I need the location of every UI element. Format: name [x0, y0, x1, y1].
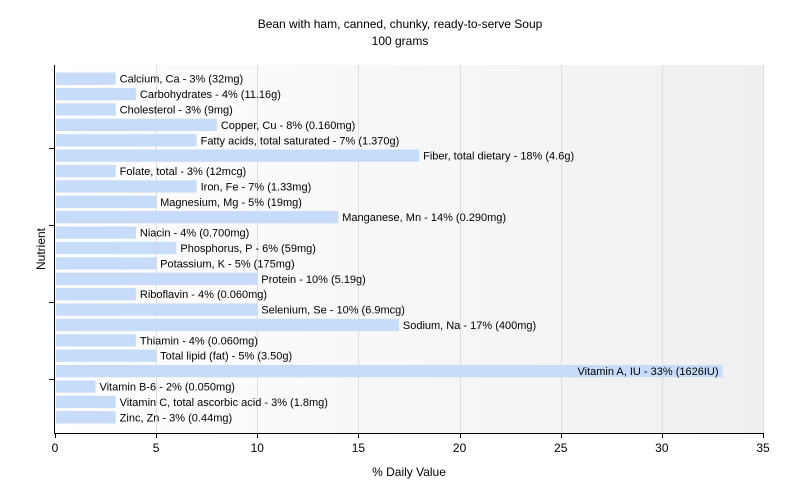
axes: 0 5 10 15 20 25 30 35	[49, 65, 770, 455]
bar-label: Cholesterol - 3% (9mg)	[120, 104, 233, 116]
bar	[56, 334, 136, 347]
bar	[56, 149, 420, 162]
bar	[56, 395, 116, 409]
bar-label: Sodium, Na - 17% (400mg)	[403, 320, 536, 332]
x-axis-title: % Daily Value	[372, 465, 446, 479]
x-tick-label: 20	[453, 441, 467, 455]
x-tick-label: 15	[352, 441, 366, 455]
bar-label: Niacin - 4% (0.700mg)	[140, 228, 249, 240]
bar	[56, 72, 116, 85]
x-tick-label: 25	[554, 441, 568, 455]
bar	[56, 134, 197, 147]
bar-label: Copper, Cu - 8% (0.160mg)	[221, 120, 356, 132]
bar	[56, 180, 197, 193]
x-tick-label: 10	[251, 441, 265, 455]
bar	[56, 211, 339, 224]
y-axis-title: Nutrient	[34, 227, 48, 270]
bar-label: Thiamin - 4% (0.060mg)	[140, 335, 258, 347]
bar	[56, 118, 217, 132]
x-tick-label: 35	[756, 441, 770, 455]
chart-title: Bean with ham, canned, chunky, ready-to-…	[258, 17, 543, 31]
bar-label: Magnesium, Mg - 5% (19mg)	[160, 197, 302, 209]
bar	[56, 318, 399, 332]
bar	[56, 349, 157, 362]
bar-label: Total lipid (fat) - 5% (3.50g)	[160, 351, 292, 363]
bar	[56, 288, 136, 301]
bar-label: Vitamin B-6 - 2% (0.050mg)	[99, 382, 235, 394]
bars: Calcium, Ca - 3% (32mg) Carbohydrates - 4…	[56, 72, 723, 424]
bar	[56, 241, 177, 255]
bar-label: Fiber, total dietary - 18% (4.6g)	[423, 151, 574, 163]
bar-label: Fatty acids, total saturated - 7% (1.370…	[201, 135, 400, 147]
chart-subtitle: 100 grams	[372, 34, 429, 48]
bar-label: Selenium, Se - 10% (6.9mcg)	[261, 305, 405, 317]
bar-label: Iron, Fe - 7% (1.33mg)	[201, 181, 312, 193]
bar	[56, 411, 116, 424]
bar	[56, 257, 157, 270]
bar-label: Riboflavin - 4% (0.060mg)	[140, 289, 267, 301]
bar-label: Potassium, K - 5% (175mg)	[160, 258, 295, 270]
bar-label: Manganese, Mn - 14% (0.290mg)	[342, 212, 506, 224]
bar-label: Calcium, Ca - 3% (32mg)	[120, 74, 243, 86]
bar-label: Zinc, Zn - 3% (0.44mg)	[120, 412, 232, 424]
bar-label: Phosphorus, P - 6% (59mg)	[180, 243, 316, 255]
bar	[56, 164, 116, 178]
bar-label: Protein - 10% (5.19g)	[261, 274, 366, 286]
bar	[56, 380, 96, 393]
bar	[56, 364, 723, 378]
bar	[56, 87, 136, 101]
x-tick-label: 30	[655, 441, 669, 455]
x-tick-label: 0	[52, 441, 59, 455]
bar-label: Carbohydrates - 4% (11.16g)	[140, 89, 281, 101]
bar	[56, 226, 136, 239]
bar-label: Vitamin C, total ascorbic acid - 3% (1.8…	[120, 397, 328, 409]
bar-label: Folate, total - 3% (12mcg)	[120, 166, 247, 178]
bar	[56, 272, 258, 285]
bar-label: Vitamin A, IU - 33% (1626IU)	[578, 366, 719, 378]
bar	[56, 303, 258, 316]
bar	[56, 103, 116, 116]
x-tick-label: 5	[153, 441, 160, 455]
bar	[56, 195, 157, 208]
